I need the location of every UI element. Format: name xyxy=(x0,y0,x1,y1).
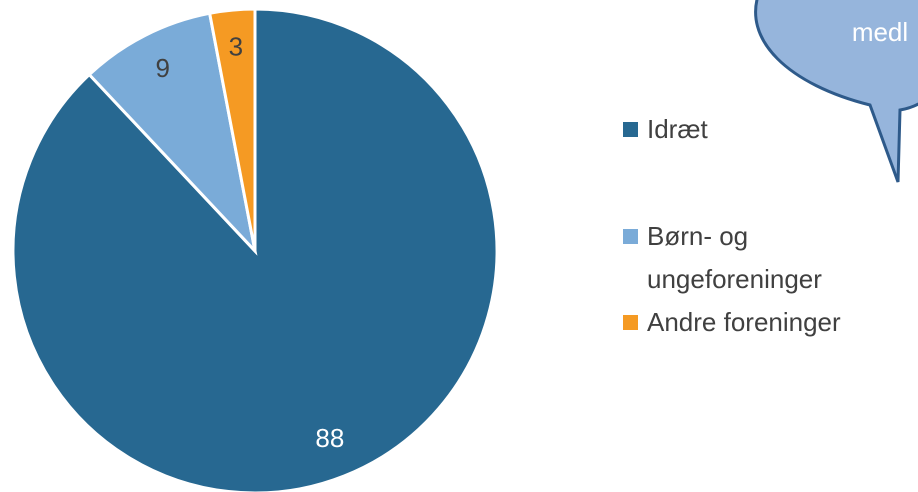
data-label: 3 xyxy=(229,31,243,61)
legend-swatch xyxy=(623,122,638,137)
pie-slice xyxy=(87,11,258,256)
legend-label: Andre foreninger xyxy=(647,307,841,337)
data-label: 9 xyxy=(155,53,169,83)
legend-swatch xyxy=(623,315,638,330)
legend-item: Andre foreninger xyxy=(623,301,883,344)
annotation: medl xyxy=(852,17,908,47)
legend-swatch xyxy=(623,229,638,244)
data-label: 88 xyxy=(315,423,344,453)
pie-slice xyxy=(207,7,257,252)
legend-label: Børn- og ungeforeninger xyxy=(647,221,822,294)
pie: 88 9 3 xyxy=(11,7,499,492)
legend-label: Idræt xyxy=(647,114,708,144)
legend-item: Idræt xyxy=(623,108,883,151)
pie-slice xyxy=(11,7,499,492)
legend-item: Børn- og ungeforeninger xyxy=(623,215,883,301)
speech-bubble xyxy=(754,0,918,183)
